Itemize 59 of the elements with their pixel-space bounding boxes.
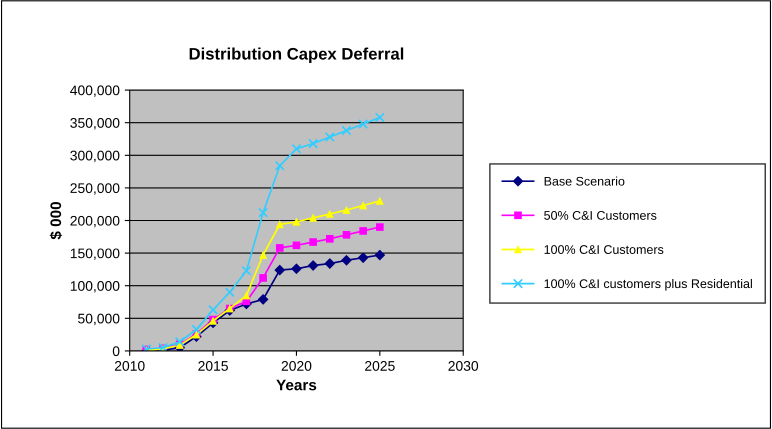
x-tick-label: 2015 <box>198 361 228 371</box>
point <box>291 264 302 274</box>
point <box>292 241 300 250</box>
point <box>342 206 350 214</box>
y-axis-title: $ 000 <box>50 202 62 240</box>
point <box>276 220 284 228</box>
point <box>376 197 384 205</box>
y-tick-label: 150,000 <box>70 248 120 260</box>
point <box>242 292 250 300</box>
chart-title: Distribution Capex Deferral <box>190 47 404 63</box>
point <box>324 132 335 142</box>
y-tick-label: 250,000 <box>70 183 120 195</box>
point <box>258 208 268 218</box>
point <box>309 238 317 246</box>
point <box>358 118 368 129</box>
point <box>208 304 218 315</box>
point <box>241 266 252 276</box>
point <box>291 144 302 154</box>
point <box>342 231 350 239</box>
y-tick-label: 100,000 <box>70 281 120 293</box>
point <box>274 264 286 276</box>
y-tick-label: 300,000 <box>70 150 120 162</box>
point <box>258 294 268 305</box>
point <box>308 260 318 271</box>
point <box>259 251 267 259</box>
point <box>341 255 352 266</box>
x-axis-title: Years <box>276 380 316 390</box>
x-tick-label: 2020 <box>282 361 312 371</box>
point <box>308 138 318 149</box>
point <box>309 214 317 222</box>
legend-label: 100% C&I Customers <box>544 245 664 254</box>
y-tick-label: 50,000 <box>78 314 120 326</box>
point <box>274 160 285 171</box>
point <box>359 227 367 235</box>
point <box>174 336 185 347</box>
point <box>358 252 368 263</box>
point <box>326 210 334 218</box>
y-tick-label: 200,000 <box>70 216 120 228</box>
point <box>292 218 300 226</box>
point <box>324 258 336 269</box>
point <box>341 126 352 136</box>
y-tick-label: 400,000 <box>70 85 120 97</box>
point <box>326 234 334 243</box>
point <box>376 223 384 231</box>
y-tick-label: 350,000 <box>70 118 120 130</box>
point <box>259 274 267 282</box>
x-tick-label: 2010 <box>114 361 145 371</box>
y-tick-label: 0 <box>112 346 120 356</box>
point <box>276 244 284 252</box>
point <box>359 202 367 210</box>
point <box>191 324 202 334</box>
x-tick-label: 2030 <box>448 361 478 371</box>
point <box>224 287 235 298</box>
point <box>374 112 385 122</box>
point <box>374 250 386 260</box>
legend-label: Base Scenario <box>544 176 624 186</box>
x-tick-label: 2025 <box>365 361 395 371</box>
legend-label: 100% C&I customers plus Residential <box>544 278 752 291</box>
legend-label: 50% C&I Customers <box>544 210 656 220</box>
